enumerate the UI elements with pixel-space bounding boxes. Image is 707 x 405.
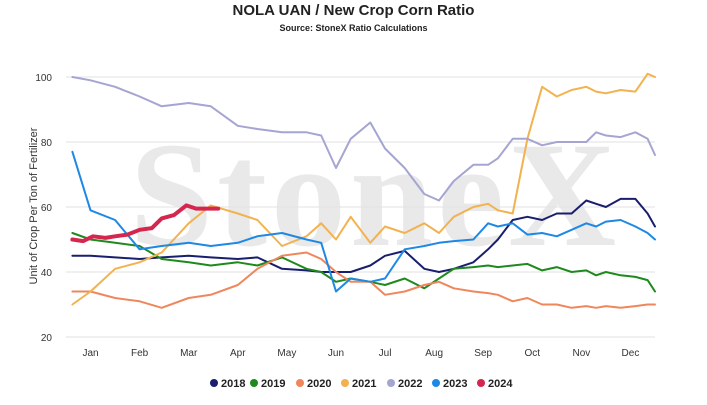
grid-lines	[66, 76, 655, 338]
y-axis-title: Unit of Crop Per Ton of Fertilizer	[28, 127, 40, 284]
legend-label-2019: 2019	[261, 378, 285, 390]
legend-marker-2021	[341, 379, 349, 387]
x-tick-label-sep: Sep	[474, 348, 492, 359]
y-tick-label: 40	[41, 268, 53, 279]
x-axis-ticks: Jan Feb Mar Apr May Jun Jul Aug Sep Oct Nov Dec	[82, 348, 639, 359]
chart-title: NOLA UAN / New Crop Corn Ratio	[232, 2, 475, 19]
legend-marker-2018	[210, 379, 218, 387]
x-tick-label-mar: Mar	[180, 348, 198, 359]
x-tick-label-dec: Dec	[622, 348, 640, 359]
legend-item-2019[interactable]: 2019	[250, 378, 285, 390]
legend-marker-2023	[432, 379, 440, 387]
watermark-text: StoneX	[130, 112, 621, 278]
x-tick-label-may: May	[277, 348, 296, 359]
legend-label-2021: 2021	[352, 378, 376, 390]
series-line-2024	[70, 203, 221, 244]
legend-marker-2020	[296, 379, 304, 387]
y-axis-ticks: 20 40 60 80 100	[35, 73, 52, 344]
series-lines	[70, 72, 656, 309]
y-tick-label: 60	[41, 203, 53, 214]
legend-item-2018[interactable]: 2018	[210, 378, 245, 390]
y-tick-label: 100	[35, 73, 52, 84]
x-tick-label-aug: Aug	[425, 348, 443, 359]
x-tick-label-oct: Oct	[525, 348, 541, 359]
legend: 2018 2019 2020 2021 2022 2023 2024	[210, 378, 513, 390]
legend-label-2023: 2023	[443, 378, 467, 390]
legend-item-2022[interactable]: 2022	[387, 378, 422, 390]
series-line-2019	[71, 232, 656, 293]
legend-label-2022: 2022	[398, 378, 422, 390]
y-tick-label: 80	[41, 138, 53, 149]
x-tick-label-jan: Jan	[82, 348, 98, 359]
legend-item-2023[interactable]: 2023	[432, 378, 467, 390]
series-line-2018	[71, 197, 656, 273]
x-tick-label-feb: Feb	[131, 348, 149, 359]
series-line-2022	[71, 76, 656, 202]
legend-label-2018: 2018	[221, 378, 245, 390]
legend-label-2024: 2024	[488, 378, 513, 390]
legend-marker-2022	[387, 379, 395, 387]
x-tick-label-nov: Nov	[572, 348, 590, 359]
series-line-2020	[71, 251, 656, 309]
y-tick-label: 20	[41, 333, 53, 344]
x-tick-label-jul: Jul	[379, 348, 392, 359]
legend-marker-2019	[250, 379, 258, 387]
legend-label-2020: 2020	[307, 378, 331, 390]
legend-marker-2024	[477, 379, 485, 387]
series-line-2023	[71, 150, 656, 293]
legend-item-2021[interactable]: 2021	[341, 378, 376, 390]
legend-item-2024[interactable]: 2024	[477, 378, 513, 390]
legend-item-2020[interactable]: 2020	[296, 378, 331, 390]
series-line-2021	[71, 72, 656, 306]
x-tick-label-apr: Apr	[230, 348, 246, 359]
chart-subtitle: Source: StoneX Ratio Calculations	[279, 23, 428, 33]
x-tick-label-jun: Jun	[328, 348, 344, 359]
